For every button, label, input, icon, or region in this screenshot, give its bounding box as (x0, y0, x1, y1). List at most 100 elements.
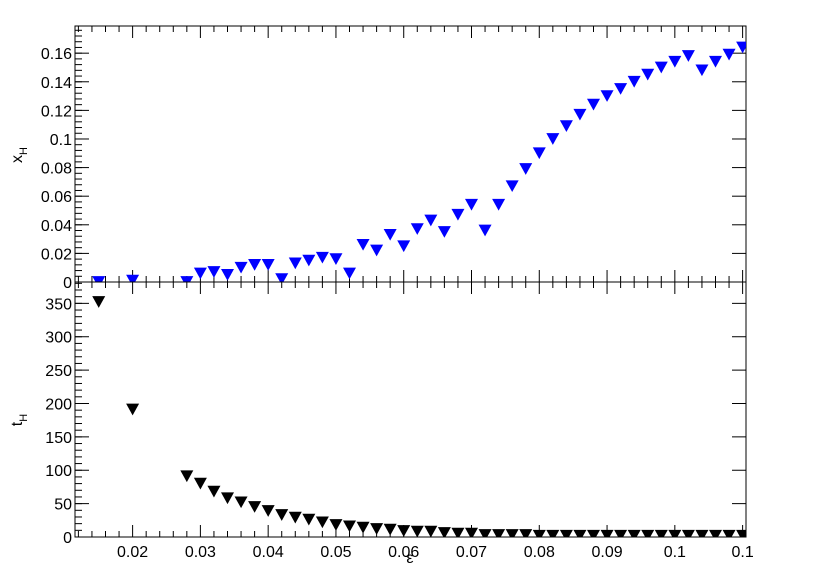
top-data-point (600, 90, 614, 102)
top-ytick-label: 0.12 (41, 103, 72, 120)
bottom-ytick-label: 100 (45, 463, 72, 480)
bottom-data-point (492, 529, 506, 537)
top-data-point (356, 238, 370, 251)
bottom-ytick-label: 200 (45, 396, 72, 413)
top-data-point (126, 274, 140, 282)
top-data-point (492, 198, 506, 211)
bottom-ytick-label: 150 (45, 430, 72, 447)
xtick-label: 0.1 (664, 544, 686, 561)
top-ytick-label: 0 (63, 275, 72, 292)
xtick-label: 0.07 (456, 544, 487, 561)
top-data-point (180, 276, 194, 282)
top-data-point (546, 133, 560, 145)
top-ytick-label: 0.16 (41, 46, 72, 63)
x-axis-label: ε (406, 550, 413, 565)
bottom-data-point (478, 529, 492, 537)
bottom-data-point (288, 511, 302, 524)
top-data-point (383, 228, 397, 241)
bottom-data-point (559, 529, 573, 537)
top-data-point (573, 108, 587, 121)
bottom-data-point (397, 525, 411, 537)
bottom-data-point (193, 477, 207, 490)
bottom-data-point (451, 527, 465, 537)
top-data-point (261, 258, 275, 271)
bottom-data-point (736, 529, 746, 537)
bottom-data-point (180, 470, 194, 483)
bottom-markers (92, 296, 746, 537)
top-data-point (681, 50, 695, 62)
top-data-point (248, 258, 262, 271)
bottom-data-point (343, 520, 356, 533)
bottom-data-point (573, 529, 587, 537)
bottom-data-point (627, 529, 641, 537)
bottom-data-point (681, 529, 695, 537)
top-data-point (288, 257, 302, 270)
bottom-data-point (370, 523, 384, 535)
bottom-data-point (126, 403, 140, 416)
top-ytick-label: 0.14 (41, 75, 72, 92)
top-ytick-label: 0.08 (41, 161, 72, 178)
bottom-ytick-label: 350 (45, 296, 72, 313)
xtick-label: 0.09 (591, 544, 622, 561)
bottom-data-point (519, 529, 533, 537)
top-data-point (221, 268, 234, 281)
bottom-data-point (234, 496, 248, 509)
bottom-data-point (275, 509, 289, 521)
xtick-label: 0.1 (731, 544, 753, 561)
top-data-point (275, 273, 289, 282)
top-panel: 0 0.02 0.04 0.06 0.08 0.1 0.12 0.14 0.16 xH (9, 25, 747, 292)
bottom-data-point (695, 529, 709, 537)
xtick-label: 0.08 (524, 544, 555, 561)
bottom-data-point (261, 505, 275, 517)
bottom-data-point (329, 519, 343, 531)
bottom-data-point (709, 529, 722, 537)
bottom-frame (74, 281, 747, 538)
bottom-ytick-label: 300 (45, 330, 72, 347)
top-data-point (614, 83, 628, 95)
top-ytick-label: 0.06 (41, 189, 72, 206)
top-data-point (315, 251, 329, 264)
bottom-data-point (505, 529, 519, 537)
top-data-point (478, 224, 492, 237)
xtick-label: 0.03 (185, 544, 216, 561)
bottom-ytick-label: 250 (45, 363, 72, 380)
bottom-data-point (614, 529, 628, 537)
bottom-y-axis-label: tH (9, 414, 30, 426)
bottom-data-point (465, 527, 478, 537)
xtick-label: 0.06 (388, 544, 419, 561)
bottom-data-point (437, 527, 451, 537)
xtick-label: 0.05 (320, 544, 351, 561)
bottom-data-point (668, 529, 682, 537)
top-data-point (234, 261, 248, 274)
top-data-point (695, 64, 709, 77)
bottom-data-point (587, 529, 600, 537)
top-data-point (193, 267, 207, 280)
top-data-point (736, 41, 746, 54)
xtick-label: 0.04 (253, 544, 284, 561)
bottom-data-point (315, 516, 329, 529)
top-data-point (343, 267, 356, 280)
top-data-point (668, 55, 682, 68)
bottom-data-point (207, 485, 221, 498)
bottom-ytick-label: 0 (63, 530, 72, 547)
top-data-point (424, 214, 438, 227)
top-data-point (722, 48, 736, 61)
bottom-data-point (221, 492, 234, 505)
bottom-data-point (532, 529, 546, 537)
bottom-ytick-label: 50 (54, 497, 72, 514)
top-ytick-label: 0.04 (41, 218, 72, 235)
top-data-point (709, 55, 722, 68)
bottom-data-point (600, 529, 614, 537)
top-data-point (654, 61, 668, 74)
bottom-data-point (641, 529, 655, 537)
bottom-data-point (424, 525, 438, 537)
bottom-data-point (302, 513, 316, 526)
top-data-point (465, 198, 478, 211)
top-data-point (641, 68, 655, 81)
bottom-data-point (356, 521, 370, 534)
bottom-data-point (410, 525, 424, 537)
bottom-data-point (248, 501, 262, 513)
top-data-point (370, 244, 384, 257)
bottom-data-point (92, 296, 106, 308)
